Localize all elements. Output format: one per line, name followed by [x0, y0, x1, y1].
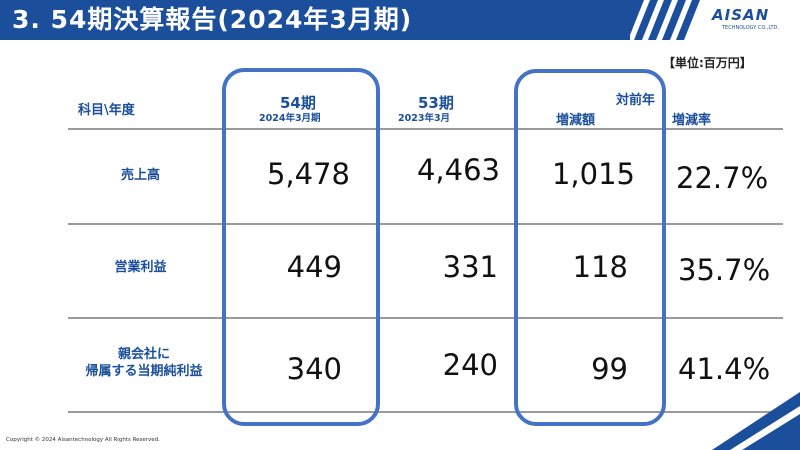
rate-value: 22.7%: [676, 161, 769, 195]
row-label: 売上高: [120, 168, 160, 183]
col-prev-header: 53期: [418, 94, 454, 112]
table-rule: [68, 128, 783, 130]
row-label-line1: 親会社に: [117, 347, 170, 362]
change-value: 118: [572, 250, 628, 284]
col-vs-prev-header: 対前年: [616, 93, 656, 108]
unit-label: 【単位:百万円】: [663, 56, 752, 70]
current-period-highlight: [222, 68, 380, 426]
col-current-header: 54期: [280, 94, 316, 112]
current-value: 340: [286, 352, 342, 386]
rate-value: 35.7%: [678, 253, 771, 287]
logo-sub-text: TECHNOLOGY CO.,LTD.: [722, 25, 779, 31]
current-value: 5,478: [266, 157, 350, 191]
change-highlight: [514, 69, 666, 426]
company-logo: AISAN TECHNOLOGY CO.,LTD.: [712, 6, 796, 36]
row-label: 営業利益: [114, 260, 167, 275]
row-label: 親会社に 帰属する当期純利益: [64, 346, 224, 380]
header: 3. 54期決算報告(2024年3月期) AISAN TECHNOLOGY CO…: [0, 0, 800, 40]
corner-decoration: [712, 392, 800, 450]
change-value: 1,015: [551, 157, 635, 191]
page-title: 3. 54期決算報告(2024年3月期): [12, 5, 413, 34]
col-rate-header: 増減率: [672, 113, 712, 128]
table-rule: [68, 411, 783, 413]
title-bar: 3. 54期決算報告(2024年3月期): [0, 0, 630, 40]
col-change-header: 増減額: [556, 113, 596, 128]
row-label-line2: 帰属する当期純利益: [85, 364, 203, 379]
col-prev-subheader: 2023年3月: [398, 113, 451, 124]
prev-value: 4,463: [416, 153, 500, 187]
col-current-subheader: 2024年3月期: [259, 113, 321, 124]
prev-value: 240: [442, 348, 498, 382]
table-rule: [68, 223, 783, 225]
change-value: 99: [591, 352, 628, 386]
col-item-header: 科目\年度: [78, 103, 135, 118]
prev-value: 331: [442, 250, 498, 284]
table-rule: [68, 317, 783, 319]
rate-value: 41.4%: [678, 352, 771, 386]
logo-main-text: AISAN: [712, 6, 770, 24]
stripes-decoration: [620, 0, 700, 40]
current-value: 449: [286, 250, 342, 284]
copyright: Copyright © 2024 Aisantechnology All Rig…: [6, 437, 160, 443]
